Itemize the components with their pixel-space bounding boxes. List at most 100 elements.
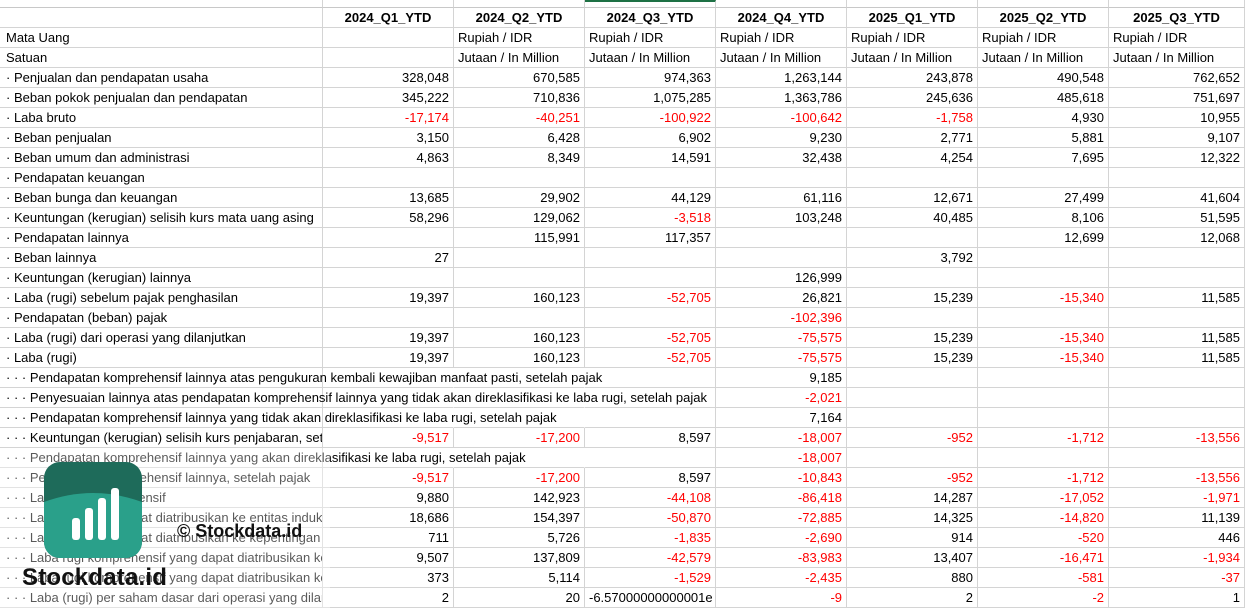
value-cell-2025_Q3_YTD[interactable]: 11,585 (1109, 348, 1245, 368)
value-cell-2025_Q1_YTD[interactable]: 14,325 (847, 508, 978, 528)
value-cell-2025_Q2_YTD[interactable] (978, 248, 1109, 268)
value-cell-2024_Q2_YTD[interactable]: -17,200 (454, 428, 585, 448)
value-cell-2024_Q4_YTD[interactable]: -18,007 (716, 428, 847, 448)
value-cell-2024_Q1_YTD[interactable]: 345,222 (323, 88, 454, 108)
value-cell-2025_Q3_YTD[interactable]: Jutaan / In Million (1109, 48, 1245, 68)
value-cell-2025_Q1_YTD[interactable]: 4,254 (847, 148, 978, 168)
row-label[interactable]: · · · Pendapatan komprehensif lainnya ya… (0, 408, 557, 428)
value-cell-2024_Q4_YTD[interactable]: 126,999 (716, 268, 847, 288)
value-cell-2025_Q2_YTD[interactable]: 27,499 (978, 188, 1109, 208)
value-cell-2024_Q2_YTD[interactable]: Rupiah / IDR (454, 28, 585, 48)
row-label[interactable]: · Pendapatan (beban) pajak (0, 308, 323, 328)
value-cell-2024_Q3_YTD[interactable] (585, 388, 716, 408)
row-label[interactable]: · Keuntungan (kerugian) selisih kurs mat… (0, 208, 323, 228)
value-cell-2025_Q3_YTD[interactable]: 10,955 (1109, 108, 1245, 128)
column-letter-header[interactable] (847, 0, 978, 8)
row-label[interactable]: · Beban penjualan (0, 128, 323, 148)
value-cell-2024_Q1_YTD[interactable]: 58,296 (323, 208, 454, 228)
value-cell-2024_Q4_YTD[interactable]: -9 (716, 588, 847, 608)
value-cell-2024_Q2_YTD[interactable] (454, 248, 585, 268)
value-cell-2024_Q1_YTD[interactable] (323, 408, 454, 428)
value-cell-2025_Q1_YTD[interactable]: -1,758 (847, 108, 978, 128)
value-cell-2025_Q1_YTD[interactable] (847, 168, 978, 188)
value-cell-2025_Q3_YTD[interactable] (1109, 368, 1245, 388)
value-cell-2025_Q3_YTD[interactable]: 446 (1109, 528, 1245, 548)
value-cell-2024_Q2_YTD[interactable]: 6,428 (454, 128, 585, 148)
value-cell-2025_Q2_YTD[interactable]: 4,930 (978, 108, 1109, 128)
value-cell-2025_Q2_YTD[interactable]: Rupiah / IDR (978, 28, 1109, 48)
value-cell-2024_Q2_YTD[interactable]: 160,123 (454, 348, 585, 368)
value-cell-2024_Q3_YTD[interactable]: 6,902 (585, 128, 716, 148)
value-cell-2024_Q4_YTD[interactable]: Jutaan / In Million (716, 48, 847, 68)
value-cell-2024_Q3_YTD[interactable]: Jutaan / In Million (585, 48, 716, 68)
value-cell-2024_Q4_YTD[interactable]: -10,843 (716, 468, 847, 488)
period-header-2025_Q1_YTD[interactable]: 2025_Q1_YTD (847, 8, 978, 28)
value-cell-2025_Q2_YTD[interactable] (978, 408, 1109, 428)
period-header-2024_Q3_YTD[interactable]: 2024_Q3_YTD (585, 8, 716, 28)
period-header-2025_Q3_YTD[interactable]: 2025_Q3_YTD (1109, 8, 1245, 28)
value-cell-2025_Q3_YTD[interactable] (1109, 268, 1245, 288)
value-cell-2024_Q4_YTD[interactable]: Rupiah / IDR (716, 28, 847, 48)
value-cell-2025_Q2_YTD[interactable] (978, 448, 1109, 468)
period-header-2024_Q2_YTD[interactable]: 2024_Q2_YTD (454, 8, 585, 28)
value-cell-2024_Q4_YTD[interactable]: -72,885 (716, 508, 847, 528)
column-letter-header[interactable] (1109, 0, 1245, 8)
value-cell-2025_Q1_YTD[interactable]: 40,485 (847, 208, 978, 228)
value-cell-2024_Q1_YTD[interactable] (323, 368, 454, 388)
value-cell-2024_Q1_YTD[interactable]: 9,507 (323, 548, 454, 568)
value-cell-2024_Q4_YTD[interactable]: 103,248 (716, 208, 847, 228)
value-cell-2024_Q2_YTD[interactable]: -17,200 (454, 468, 585, 488)
value-cell-2025_Q1_YTD[interactable]: Jutaan / In Million (847, 48, 978, 68)
value-cell-2025_Q3_YTD[interactable]: Rupiah / IDR (1109, 28, 1245, 48)
column-letter-header[interactable] (323, 0, 454, 8)
value-cell-2024_Q4_YTD[interactable]: 9,230 (716, 128, 847, 148)
value-cell-2024_Q1_YTD[interactable]: 328,048 (323, 68, 454, 88)
value-cell-2024_Q3_YTD[interactable]: 1,075,285 (585, 88, 716, 108)
row-label[interactable]: · Keuntungan (kerugian) lainnya (0, 268, 323, 288)
row-label[interactable]: Satuan (0, 48, 323, 68)
value-cell-2025_Q2_YTD[interactable]: 485,618 (978, 88, 1109, 108)
value-cell-2024_Q1_YTD[interactable]: 2 (323, 588, 454, 608)
value-cell-2025_Q3_YTD[interactable] (1109, 308, 1245, 328)
value-cell-2024_Q4_YTD[interactable]: 32,438 (716, 148, 847, 168)
value-cell-2024_Q4_YTD[interactable]: 61,116 (716, 188, 847, 208)
value-cell-2024_Q2_YTD[interactable]: 29,902 (454, 188, 585, 208)
value-cell-2025_Q3_YTD[interactable]: 11,139 (1109, 508, 1245, 528)
value-cell-2025_Q2_YTD[interactable]: -14,820 (978, 508, 1109, 528)
value-cell-2025_Q2_YTD[interactable]: 7,695 (978, 148, 1109, 168)
period-header-2024_Q1_YTD[interactable]: 2024_Q1_YTD (323, 8, 454, 28)
value-cell-2025_Q3_YTD[interactable]: 11,585 (1109, 328, 1245, 348)
value-cell-2024_Q2_YTD[interactable]: 129,062 (454, 208, 585, 228)
value-cell-2025_Q2_YTD[interactable]: -15,340 (978, 348, 1109, 368)
value-cell-2024_Q2_YTD[interactable] (454, 448, 585, 468)
value-cell-2024_Q3_YTD[interactable]: -1,835 (585, 528, 716, 548)
value-cell-2025_Q3_YTD[interactable] (1109, 168, 1245, 188)
value-cell-2025_Q3_YTD[interactable]: -1,934 (1109, 548, 1245, 568)
value-cell-2025_Q3_YTD[interactable]: 751,697 (1109, 88, 1245, 108)
value-cell-2025_Q3_YTD[interactable]: -1,971 (1109, 488, 1245, 508)
value-cell-2024_Q4_YTD[interactable]: -18,007 (716, 448, 847, 468)
value-cell-2024_Q3_YTD[interactable]: 117,357 (585, 228, 716, 248)
value-cell-2025_Q2_YTD[interactable]: -1,712 (978, 468, 1109, 488)
value-cell-2024_Q4_YTD[interactable]: 26,821 (716, 288, 847, 308)
value-cell-2024_Q3_YTD[interactable] (585, 248, 716, 268)
value-cell-2025_Q3_YTD[interactable] (1109, 448, 1245, 468)
value-cell-2024_Q3_YTD[interactable]: -52,705 (585, 288, 716, 308)
value-cell-2024_Q1_YTD[interactable]: 4,863 (323, 148, 454, 168)
value-cell-2024_Q3_YTD[interactable]: -1,529 (585, 568, 716, 588)
value-cell-2025_Q2_YTD[interactable]: -1,712 (978, 428, 1109, 448)
value-cell-2025_Q1_YTD[interactable]: 12,671 (847, 188, 978, 208)
value-cell-2024_Q3_YTD[interactable]: 974,363 (585, 68, 716, 88)
value-cell-2024_Q4_YTD[interactable]: 7,164 (716, 408, 847, 428)
value-cell-2025_Q1_YTD[interactable] (847, 368, 978, 388)
value-cell-2024_Q1_YTD[interactable] (323, 308, 454, 328)
row-label[interactable]: · · · Laba rugi komprehensif yang dapat … (0, 568, 323, 588)
value-cell-2025_Q1_YTD[interactable] (847, 388, 978, 408)
value-cell-2025_Q2_YTD[interactable]: -520 (978, 528, 1109, 548)
value-cell-2024_Q2_YTD[interactable]: 142,923 (454, 488, 585, 508)
value-cell-2025_Q3_YTD[interactable] (1109, 408, 1245, 428)
value-cell-2024_Q2_YTD[interactable] (454, 368, 585, 388)
value-cell-2024_Q3_YTD[interactable] (585, 268, 716, 288)
value-cell-2025_Q1_YTD[interactable]: 880 (847, 568, 978, 588)
